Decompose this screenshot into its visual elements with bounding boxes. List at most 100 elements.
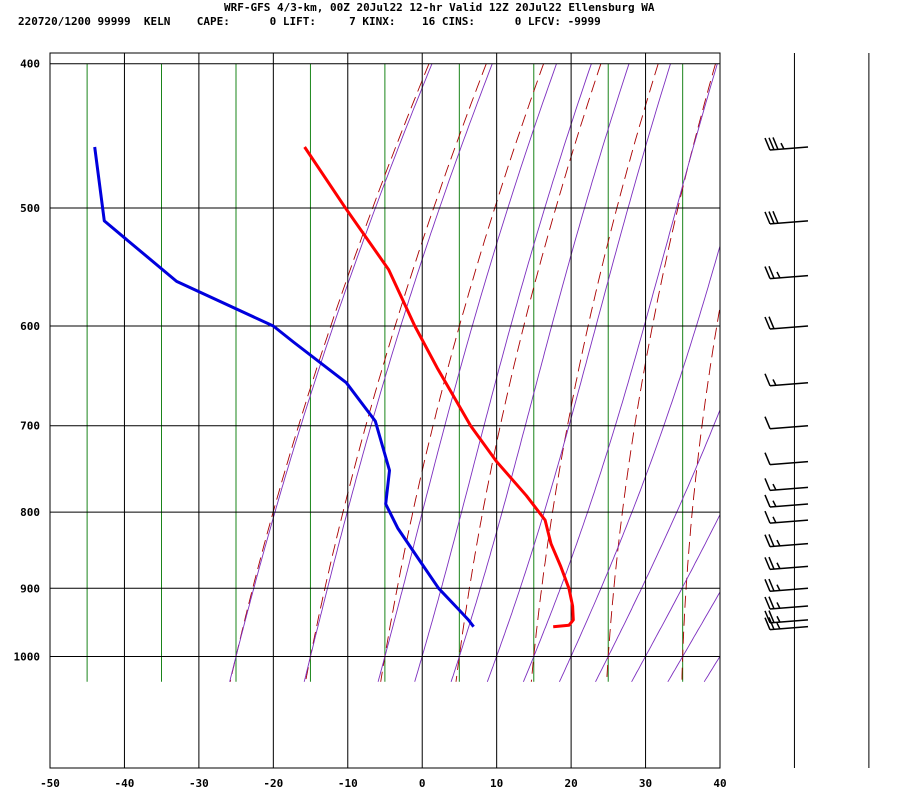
moist-adiabat [229, 63, 433, 682]
traces [93, 146, 575, 629]
barb-half-flag [772, 516, 777, 524]
moist-adiabat [303, 63, 493, 682]
dry-adiabat [455, 63, 602, 682]
wind-barb [764, 373, 809, 387]
moist-adiabat [522, 63, 718, 682]
background-lines [86, 63, 900, 683]
dry-adiabat [681, 304, 720, 682]
barb-shaft [769, 220, 809, 225]
x-tick-label: -40 [115, 777, 135, 790]
moist-adiabat [631, 513, 720, 683]
wind-barb [764, 210, 809, 225]
barb-flag [764, 452, 771, 465]
barb-half-flag [780, 142, 785, 150]
wind-barb [764, 578, 809, 593]
barb-half-flag [772, 500, 777, 507]
x-tick-label: -50 [40, 777, 60, 790]
barb-half-flag [772, 483, 777, 491]
barb-flag [764, 534, 771, 547]
y-tick-label: 1000 [14, 650, 41, 663]
wind-barb [764, 510, 809, 524]
wind-barb [764, 416, 809, 430]
moist-adiabat [558, 244, 720, 682]
barb-flag [768, 578, 775, 592]
dry-adiabat [530, 63, 659, 682]
barb-flag [764, 416, 771, 430]
wind-barb [764, 137, 809, 151]
plot-frame [49, 52, 721, 769]
barb-flag [768, 211, 775, 224]
wind-barb [764, 534, 809, 548]
moist-adiabat [814, 64, 900, 682]
barb-shaft [769, 619, 809, 624]
wind-barb [764, 610, 809, 624]
barb-shaft [769, 274, 809, 280]
wind-barb [764, 265, 809, 280]
wind-barb [764, 316, 809, 330]
barb-flag [772, 210, 779, 224]
barb-shaft [769, 587, 809, 593]
wind-barb [764, 556, 809, 571]
x-tick-label: 40 [713, 777, 726, 790]
barb-shaft [769, 542, 809, 548]
dry-adiabat [380, 63, 545, 682]
barb-flag [768, 316, 775, 329]
y-tick-label: 600 [20, 320, 40, 333]
y-tick-label: 500 [20, 202, 40, 215]
moist-adiabat [486, 63, 671, 682]
x-tick-label: 0 [419, 777, 426, 790]
sounding-title: WRF-GFS 4/3-km, 00Z 20Jul22 12-hr Valid … [224, 1, 655, 14]
barb-shaft [769, 460, 809, 466]
barb-flag [764, 478, 771, 491]
barb-shaft [769, 605, 809, 610]
x-tick-label: 10 [490, 777, 503, 790]
x-tick-label: -20 [263, 777, 283, 790]
axis-ticks: -50 -40 -30 -20 -10 0 10 20 30 40 400 500 600 700 800 9… [14, 58, 727, 790]
barb-flag [764, 510, 771, 524]
y-tick-label: 800 [20, 506, 40, 519]
wind-barb [764, 617, 809, 631]
moist-adiabat [450, 63, 630, 682]
barb-flag [764, 579, 771, 592]
barb-flag [764, 316, 771, 330]
barb-flag [768, 556, 775, 570]
barb-shaft [769, 424, 809, 430]
barb-flag [764, 266, 771, 279]
x-tick-label: -30 [189, 777, 209, 790]
wind-barb [764, 478, 809, 492]
dry-adiabat [831, 64, 888, 682]
moist-adiabat [377, 63, 557, 682]
barb-shaft [769, 625, 809, 631]
barb-flag [768, 137, 775, 151]
moist-adiabat [741, 64, 900, 682]
dry-adiabat [229, 63, 430, 682]
barb-flag [764, 610, 771, 624]
x-tick-label: 20 [564, 777, 577, 790]
barb-flag [768, 534, 775, 547]
wind-barb [764, 596, 809, 610]
barb-half-flag [776, 584, 781, 592]
barb-flag [764, 557, 771, 570]
barb-half-flag [776, 622, 781, 630]
y-tick-label: 400 [20, 58, 40, 71]
barb-half-flag [776, 539, 781, 547]
x-tick-label: 30 [639, 777, 652, 790]
barb-flag [764, 596, 771, 610]
moist-adiabat [595, 408, 720, 683]
grid [49, 52, 870, 769]
barb-shaft [769, 565, 809, 571]
barb-shaft [769, 325, 809, 330]
barb-shaft [769, 146, 809, 151]
barb-half-flag [776, 271, 781, 279]
wind-barb [764, 494, 809, 508]
y-tick-label: 900 [20, 582, 40, 595]
temperature-trace [303, 146, 575, 629]
wind-barbs [764, 137, 809, 631]
barb-flag [764, 137, 771, 151]
barb-flag [764, 211, 771, 225]
wind-barb [764, 452, 809, 466]
dewpoint-trace [93, 146, 475, 628]
dry-adiabat [606, 63, 716, 682]
barb-flag [772, 137, 779, 150]
